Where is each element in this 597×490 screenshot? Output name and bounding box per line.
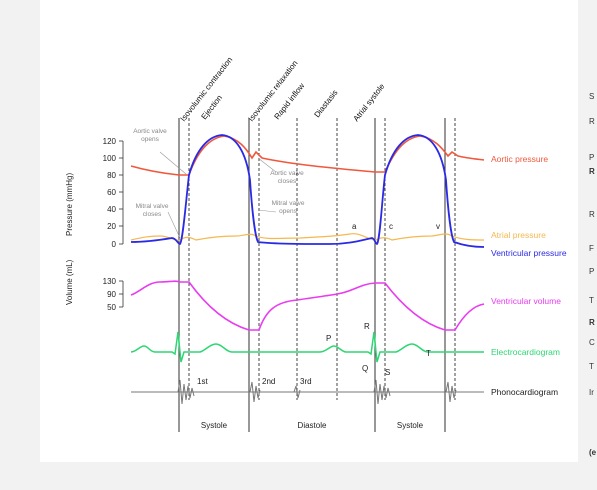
heart-sound-2nd: 2nd xyxy=(262,377,275,386)
pressure-tick-80: 80 xyxy=(107,171,116,180)
sidebar-text-5: F xyxy=(589,244,594,253)
phono-burst-1st xyxy=(177,379,195,405)
pressure-tick-40: 40 xyxy=(107,205,116,214)
legend-electrocardiogram: Electrocardiogram xyxy=(491,347,560,357)
left-gutter xyxy=(0,0,40,490)
atrial-wave-a: a xyxy=(352,222,357,231)
pressure-tick-20: 20 xyxy=(107,222,116,231)
aortic-valve-closes-line1: Aortic valve xyxy=(270,170,304,177)
sidebar-text-2: P xyxy=(589,153,595,162)
heart-sound-3rd: 3rd xyxy=(300,377,312,386)
atrial-wave-v: v xyxy=(436,222,440,231)
legend-ventricular-pressure: Ventricular pressure xyxy=(491,248,567,258)
sidebar-text-10: T xyxy=(589,362,594,371)
atrial-wave-c: c xyxy=(389,222,393,231)
sidebar-text-8: R xyxy=(589,318,595,327)
phono-burst-1st-2 xyxy=(373,379,391,405)
legend-ventricular-volume: Ventricular volume xyxy=(491,296,561,306)
pressure-axis: 120 100 80 60 40 20 0 Pressure (mmHg) xyxy=(65,137,124,249)
diagram-canvas xyxy=(40,0,578,462)
ventricular-pressure-curve xyxy=(130,134,485,248)
mitral-valve-closes-line1: Mitral valve xyxy=(136,203,169,210)
page-bottom-band xyxy=(40,462,578,490)
volume-tick-130: 130 xyxy=(103,277,117,286)
volume-tick-50: 50 xyxy=(107,303,116,312)
sidebar-text-12: (e xyxy=(589,448,597,457)
volume-axis: 130 90 50 Volume (mL) xyxy=(65,259,124,312)
ecg-s-label: S xyxy=(385,368,390,377)
annotation-leaders xyxy=(159,151,277,239)
sidebar-text-0: S xyxy=(589,92,595,101)
mitral-valve-opens-line2: opens xyxy=(279,208,297,215)
right-gutter xyxy=(578,0,597,490)
volume-tick-90: 90 xyxy=(107,290,116,299)
cycle-label-diastole: Diastole xyxy=(298,421,327,430)
sidebar-text-9: C xyxy=(589,338,595,347)
ecg-p-label: P xyxy=(326,334,331,343)
phonocardiogram-trace xyxy=(131,379,484,405)
sidebar-text-3: R xyxy=(589,167,595,176)
sidebar-text-4: R xyxy=(589,210,595,219)
pressure-tick-120: 120 xyxy=(103,137,117,146)
dashed-phase-lines xyxy=(188,118,456,400)
aortic-valve-closes-line2: closes xyxy=(278,178,297,185)
atrial-pressure-curve xyxy=(130,233,485,241)
sidebar-text-7: T xyxy=(589,296,594,305)
legend-phonocardiogram: Phonocardiogram xyxy=(491,387,558,397)
sidebar-text-1: R xyxy=(589,117,595,126)
pressure-tick-60: 60 xyxy=(107,188,116,197)
ecg-r-label: R xyxy=(364,322,370,331)
legend-aortic-pressure: Aortic pressure xyxy=(491,154,548,164)
volume-axis-label: Volume (mL) xyxy=(65,259,74,305)
sidebar-text-11: Ir xyxy=(589,388,594,397)
ecg-q-label: Q xyxy=(362,364,368,373)
pressure-tick-0: 0 xyxy=(112,240,117,249)
cycle-label-systole-1: Systole xyxy=(201,421,228,430)
pressure-tick-100: 100 xyxy=(103,154,117,163)
sidebar-text-6: P xyxy=(589,267,595,276)
aortic-valve-opens-line2: opens xyxy=(141,136,159,143)
mitral-valve-closes-line2: closes xyxy=(143,211,162,218)
heart-sound-1st: 1st xyxy=(197,377,208,386)
phono-burst-2nd-2 xyxy=(445,381,457,403)
ecg-t-label: T xyxy=(426,349,431,358)
ecg-trace xyxy=(130,331,484,363)
mitral-valve-opens-line1: Mitral valve xyxy=(272,200,305,207)
pressure-axis-label: Pressure (mmHg) xyxy=(65,173,74,236)
legend-atrial-pressure: Atrial pressure xyxy=(491,230,546,240)
aortic-valve-opens-line1: Aortic valve xyxy=(133,128,167,135)
ventricular-volume-curve xyxy=(130,280,485,331)
phono-burst-3rd xyxy=(293,385,301,399)
cycle-label-systole-2: Systole xyxy=(397,421,424,430)
phono-burst-2nd xyxy=(249,381,261,403)
